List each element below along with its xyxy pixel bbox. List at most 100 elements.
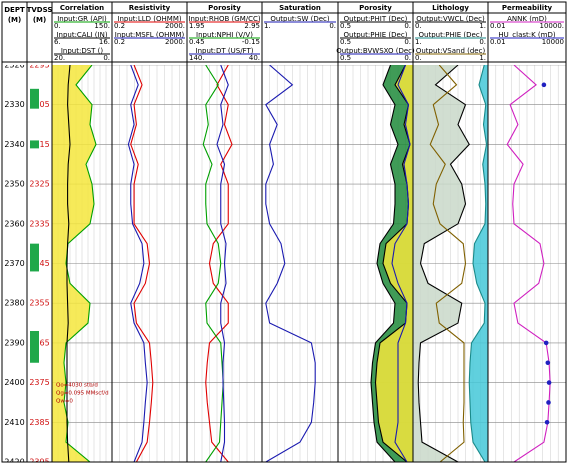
depth-label: 2375: [29, 378, 49, 387]
curve-name: Output:PHIT (Dec): [344, 15, 408, 23]
curve: [63, 65, 97, 462]
curve-name: Output:VWCL (Dec): [416, 15, 485, 23]
scale-min: 0.01: [490, 38, 506, 46]
core-point: [543, 340, 549, 346]
curve: [370, 65, 399, 462]
column-header: TVDSS: [27, 6, 53, 14]
zone-flag: [30, 243, 39, 272]
track: [112, 65, 187, 462]
depth-label: 2320: [4, 61, 24, 70]
curve: [391, 65, 411, 462]
scale-max: 2000.: [165, 38, 185, 46]
column-unit: (M): [33, 16, 46, 24]
curve: [417, 65, 470, 462]
depth-label: 2305: [29, 100, 49, 109]
depth-label: 2395: [29, 458, 49, 467]
scale-max: 2000.: [165, 22, 185, 30]
scale-min: 0.: [415, 54, 422, 62]
annotation: Qo=4030 stb/d: [56, 383, 98, 389]
track-title: Saturation: [279, 4, 321, 12]
depth-label: 2355: [29, 299, 49, 308]
scale-min: 0.: [415, 22, 422, 30]
scale-max: 0.: [404, 22, 411, 30]
scale-max: 0.: [329, 22, 336, 30]
scale-max: 0.: [404, 54, 411, 62]
depth-label: 2340: [4, 140, 24, 149]
curve: [205, 65, 233, 462]
curve: [216, 65, 229, 462]
plot-area: 2320 2330 2340 2350 2360 2370 2380 2390 2400 2410…: [4, 61, 566, 467]
scale-min: 0.01: [490, 22, 506, 30]
scale-min: 0.: [54, 22, 61, 30]
depth-label: 2325: [29, 180, 49, 189]
scale-max: -0.15: [242, 38, 260, 46]
curve-name: Output:PHIE (Dec): [419, 31, 483, 39]
curve-name: Output:VSand (dec): [416, 47, 486, 55]
column-header: DEPT: [4, 6, 25, 14]
depth-label: 2420: [4, 458, 24, 467]
depth-label: 2410: [4, 418, 24, 427]
curve: [374, 65, 411, 462]
depth-label: 2335: [29, 219, 49, 228]
track: [52, 65, 112, 462]
curve: [506, 65, 551, 462]
curve-name: Output:PHIE (Dec): [344, 31, 408, 39]
scale-max: 0.: [479, 38, 486, 46]
curve: [202, 65, 224, 462]
scale-max: 10000.: [540, 22, 565, 30]
track-title: Porosity: [208, 4, 241, 12]
scale-max: 10000: [542, 38, 564, 46]
curve: [130, 65, 154, 462]
scale-max: 1.: [479, 54, 486, 62]
track-title: Lithology: [432, 4, 469, 12]
scale-min: 0.2: [114, 38, 125, 46]
track: [413, 65, 488, 462]
scale-max: 40.: [249, 54, 260, 62]
track-title: Resistivity: [129, 4, 171, 12]
track: [187, 65, 262, 462]
scale-min: 140.: [189, 54, 205, 62]
curve-name: ANNK (mD): [507, 15, 547, 23]
scale-max: 0.: [404, 38, 411, 46]
depth-label: 2365: [29, 338, 49, 347]
scale-min: 1.95: [189, 22, 205, 30]
depth-label: 2385: [29, 418, 49, 427]
scale-min: 6.: [54, 38, 61, 46]
scale-min: 0.5: [340, 38, 351, 46]
curve: [429, 65, 467, 462]
depth-label: 2295: [29, 61, 49, 70]
scale-min: 1.: [264, 22, 271, 30]
core-point: [546, 400, 551, 405]
curve-name: Input:DT (US/FT): [196, 47, 254, 55]
curve: [468, 65, 488, 462]
depth-label: 2350: [4, 180, 24, 189]
curve-name: Input:NPHI (V/V): [196, 31, 253, 39]
curve: [265, 65, 316, 462]
curve-name: Input:CALI (IN): [56, 31, 107, 39]
scale-min: 0.2: [114, 22, 125, 30]
curve-name: Input:GR (API): [57, 15, 107, 23]
annotation: Qg=0.095 MMscf/d: [56, 391, 109, 397]
curve-name: Input:MSFL (OHMM): [115, 31, 185, 39]
curve-fill: [52, 65, 96, 462]
curve-name: Input:LLD (OHMM): [117, 15, 181, 23]
track: [338, 65, 413, 462]
depth-label: 2400: [4, 378, 24, 387]
depth-label: 2315: [29, 140, 49, 149]
curve: [66, 65, 71, 462]
column-unit: (M): [8, 16, 21, 24]
zone-flag: [30, 140, 39, 149]
scale-max: 2.95: [244, 22, 260, 30]
track-title: Permeability: [502, 4, 553, 12]
depth-label: 2390: [4, 338, 24, 347]
zone-flag: [30, 330, 39, 363]
curve: [127, 65, 148, 462]
scale-min: 0.5: [340, 54, 351, 62]
depth-label: 2370: [4, 259, 24, 268]
curve-name: Output:BVWSXO (Dec): [336, 47, 415, 55]
curve-name: Input:RHOB (GM/CC): [188, 15, 260, 23]
scale-max: 150.: [94, 22, 110, 30]
scale-min: 0.5: [340, 22, 351, 30]
curve-fill: [413, 65, 470, 462]
